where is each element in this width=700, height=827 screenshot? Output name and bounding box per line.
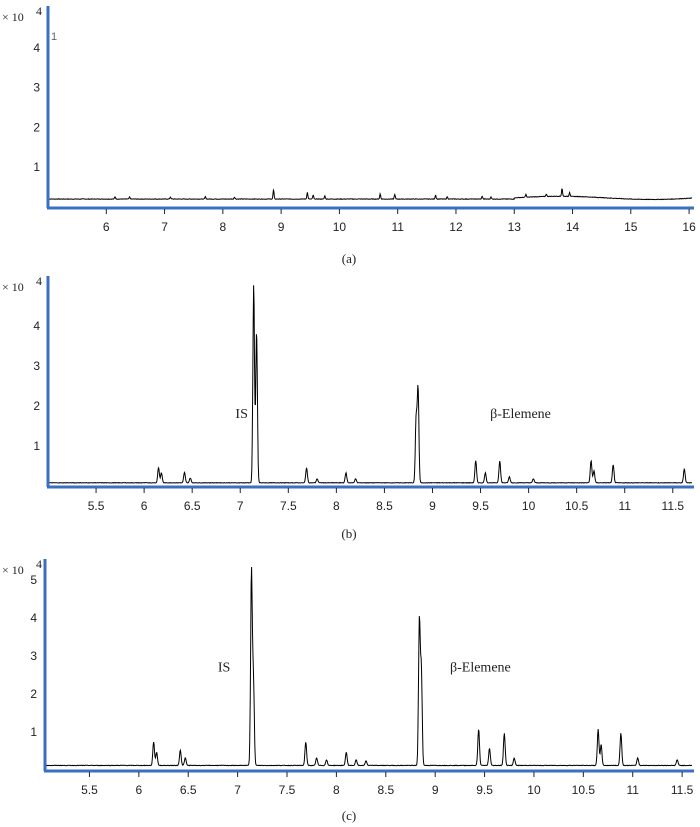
x-tick-label: 9 — [429, 499, 436, 513]
x-tick-label: 9.5 — [472, 499, 489, 513]
x-tick-label: 12 — [449, 220, 463, 234]
x-tick-label: 7 — [161, 220, 168, 234]
chromatogram-panel-c: 5.5 6 6.5 7 7.5 8 8.5 9 9.5 10 10.5 11 11.5 1 2 3 4 5 × 10… — [2, 557, 694, 823]
chromatogram-trace — [47, 285, 692, 484]
x-tick-label: 10.5 — [565, 499, 589, 513]
x-tick-label: 11 — [618, 499, 631, 513]
x-tick-label: 11.5 — [662, 499, 685, 513]
panel-caption: (a) — [342, 251, 356, 266]
y-multiplier-label: × 10 — [2, 563, 24, 577]
y-tick-label: 1 — [30, 725, 37, 739]
x-tick-label: 10 — [522, 499, 536, 513]
x-tick-label: 7 — [234, 783, 241, 797]
x-tick-label: 7.5 — [279, 783, 296, 797]
x-tick-label: 8 — [333, 783, 340, 797]
x-tick-label: 11 — [391, 220, 404, 234]
y-tick-label: 4 — [33, 319, 40, 333]
y-tick-label: 3 — [30, 649, 37, 663]
x-tick-label: 6 — [103, 220, 110, 234]
x-tick-label: 9.5 — [476, 783, 493, 797]
y-tick-label: 2 — [33, 399, 40, 413]
x-tick-label: 13 — [508, 220, 522, 234]
peak-annotation: IS — [218, 660, 230, 675]
x-tick-label: 5.5 — [88, 499, 105, 513]
x-tick-label: 8 — [219, 220, 226, 234]
corner-label: 1 — [51, 31, 57, 43]
y-multiplier-exponent: 4 — [36, 557, 42, 571]
y-multiplier-exponent: 4 — [36, 4, 42, 18]
x-tick-label: 8 — [333, 499, 340, 513]
x-tick-label: 6 — [141, 499, 148, 513]
x-tick-label: 10 — [527, 783, 541, 797]
x-tick-label: 8.5 — [377, 783, 394, 797]
y-tick-label: 2 — [30, 687, 37, 701]
panel-caption: (b) — [341, 526, 356, 541]
x-tick-label: 7 — [237, 499, 244, 513]
x-tick-label: 6 — [135, 783, 142, 797]
x-tick-label: 11 — [626, 783, 639, 797]
x-tick-label: 16 — [682, 220, 696, 234]
y-multiplier-label: × 10 — [2, 280, 24, 294]
y-tick-label: 3 — [33, 81, 40, 95]
peak-annotation: β-Elemene — [450, 660, 511, 675]
x-tick-label: 6.5 — [184, 499, 201, 513]
chromatogram-trace — [44, 566, 693, 767]
y-tick-label: 1 — [33, 160, 40, 174]
y-tick-label: 3 — [33, 359, 40, 373]
y-multiplier-exponent: 4 — [36, 274, 42, 288]
y-tick-label: 1 — [33, 439, 40, 453]
x-tick-label: 10 — [333, 220, 347, 234]
x-tick-label: 11.5 — [671, 783, 694, 797]
y-tick-label: 5 — [30, 573, 37, 587]
peak-annotation: β-Elemene — [490, 407, 551, 422]
y-tick-label: 2 — [33, 120, 40, 134]
x-tick-label: 15 — [624, 220, 638, 234]
x-tick-label: 9 — [432, 783, 439, 797]
x-tick-label: 8.5 — [376, 499, 393, 513]
peak-annotation: IS — [235, 407, 247, 422]
y-multiplier-label: × 10 — [2, 10, 24, 24]
x-tick-label: 14 — [566, 220, 580, 234]
x-tick-label: 6.5 — [180, 783, 197, 797]
chromatogram-panel-b: 5.5 6 6.5 7 7.5 8 8.5 9 9.5 10 10.5 11 11.5 1 2 3 4 × 10 4… — [2, 274, 694, 541]
x-tick-label: 9 — [278, 220, 285, 234]
chromatogram-trace — [48, 188, 693, 201]
x-tick-label: 5.5 — [81, 783, 98, 797]
x-tick-label: 10.5 — [572, 783, 596, 797]
y-tick-label: 4 — [33, 41, 40, 55]
x-tick-label: 7.5 — [280, 499, 297, 513]
panel-caption: (c) — [342, 808, 356, 823]
y-tick-label: 4 — [30, 611, 37, 625]
